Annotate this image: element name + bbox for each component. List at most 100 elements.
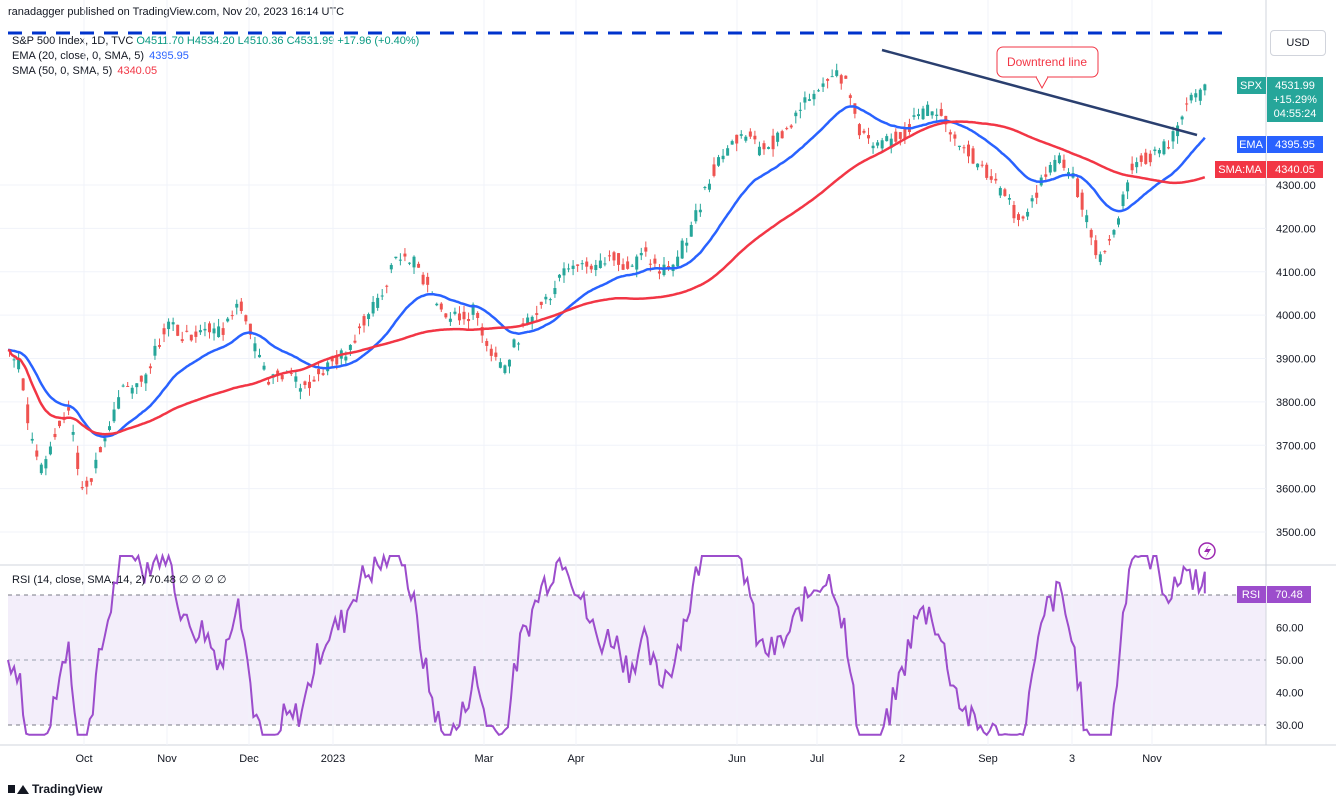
- candle-body: [839, 75, 843, 84]
- candle-body: [1057, 155, 1061, 164]
- candle-body: [517, 343, 521, 345]
- candle-body: [521, 323, 525, 325]
- candle-body: [1089, 229, 1093, 238]
- candle-body: [276, 370, 280, 375]
- candle-body: [639, 252, 643, 256]
- candle-body: [885, 136, 889, 142]
- candle-body: [867, 135, 871, 139]
- candle-body: [403, 253, 407, 257]
- candle-body: [571, 265, 575, 269]
- sma-badge-value: 4340.05: [1275, 164, 1315, 176]
- downtrend-line[interactable]: [881, 48, 1198, 137]
- candle-body: [444, 313, 448, 318]
- lightning-icon[interactable]: [1198, 542, 1216, 560]
- currency-button[interactable]: USD: [1270, 30, 1326, 56]
- candle-body: [707, 183, 711, 190]
- candle-body: [426, 276, 430, 285]
- candle-body: [158, 345, 161, 347]
- sma-badge-tag: SMA:MA: [1218, 164, 1262, 176]
- rsi-tick-label: 60.00: [1276, 623, 1304, 635]
- candle-body: [235, 303, 239, 308]
- candle-body: [108, 426, 112, 430]
- candle-body: [648, 263, 652, 265]
- candle-body: [657, 271, 661, 274]
- spx-badge-tag: SPX: [1240, 80, 1263, 92]
- sma-legend-value: 4340.05: [117, 65, 158, 77]
- candle-body: [1053, 159, 1057, 172]
- publisher-line: ranadagger published on TradingView.com,…: [8, 6, 345, 18]
- ohlc-values: O4511.70 H4534.20 L4510.36 C4531.99 +17.…: [136, 35, 420, 47]
- candle-body: [89, 478, 93, 482]
- candle-body: [62, 418, 66, 420]
- sma-badge: SMA:MA 4340.05: [1215, 161, 1323, 178]
- candle-body: [1048, 164, 1052, 173]
- candle-body: [994, 178, 998, 181]
- candle-body: [180, 339, 184, 342]
- candle-body: [262, 365, 266, 370]
- candle-body: [71, 432, 75, 435]
- candle-body: [939, 108, 943, 116]
- candle-body: [53, 433, 57, 438]
- candle-body: [1085, 215, 1089, 223]
- candle-body: [857, 124, 861, 136]
- price-tick-label: 4200.00: [1276, 223, 1316, 235]
- candle-body: [98, 447, 102, 453]
- rsi-tick-label: 30.00: [1276, 720, 1304, 732]
- candle-body: [821, 83, 825, 87]
- candle-body: [1144, 152, 1148, 164]
- time-tick-label: 3: [1069, 753, 1075, 765]
- candle-body: [1148, 153, 1152, 163]
- candle-body: [1126, 182, 1130, 192]
- sma-legend: SMA (50, 0, SMA, 5) 4340.05: [12, 64, 157, 78]
- candle-body: [989, 176, 993, 180]
- candle-body: [835, 70, 839, 76]
- candle-body: [998, 187, 1002, 196]
- time-tick-label: Apr: [567, 753, 584, 765]
- candle-body: [853, 103, 857, 114]
- candle-body: [598, 260, 602, 269]
- downtrend-annotation[interactable]: Downtrend line: [996, 46, 1099, 90]
- candle-body: [162, 328, 166, 335]
- candle-body: [644, 247, 648, 252]
- candle-body: [1062, 159, 1066, 168]
- candle-body: [121, 385, 125, 387]
- candle-body: [1157, 149, 1161, 154]
- candle-body: [903, 127, 907, 140]
- candle-body: [685, 242, 689, 246]
- candle-body: [848, 95, 852, 98]
- candle-body: [348, 344, 352, 350]
- candle-body: [1189, 94, 1193, 101]
- candle-body: [471, 304, 475, 315]
- candle-body: [321, 373, 325, 375]
- candle-body: [1012, 204, 1016, 219]
- candle-body: [457, 313, 461, 321]
- candle-body: [871, 145, 875, 149]
- spx-badge: SPX 4531.99 +15.29% 04:55:24: [1237, 77, 1323, 122]
- time-tick-label: Sep: [978, 753, 998, 765]
- time-tick-label: Oct: [75, 753, 92, 765]
- candle-body: [1026, 211, 1030, 217]
- candle-body: [980, 164, 984, 166]
- candle-body: [926, 104, 930, 116]
- tradingview-logo-icon: [8, 783, 29, 795]
- time-tick-label: Mar: [475, 753, 494, 765]
- candle-body: [976, 163, 980, 168]
- time-tick-label: Dec: [239, 753, 259, 765]
- candle-body: [957, 145, 961, 147]
- candle-body: [112, 409, 116, 422]
- candle-body: [58, 420, 62, 427]
- candle-body: [480, 326, 484, 336]
- candle-body: [1166, 147, 1170, 149]
- candle-body: [503, 365, 507, 373]
- candle-body: [117, 397, 121, 409]
- candle-body: [485, 341, 489, 346]
- candle-body: [1094, 240, 1098, 256]
- candle-body: [771, 135, 775, 150]
- candle-body: [626, 261, 630, 269]
- candle-body: [371, 301, 375, 314]
- candle-body: [1021, 216, 1025, 219]
- candle-body: [530, 316, 534, 324]
- candle-body: [330, 357, 334, 362]
- rsi-badge-tag: RSI: [1242, 589, 1260, 601]
